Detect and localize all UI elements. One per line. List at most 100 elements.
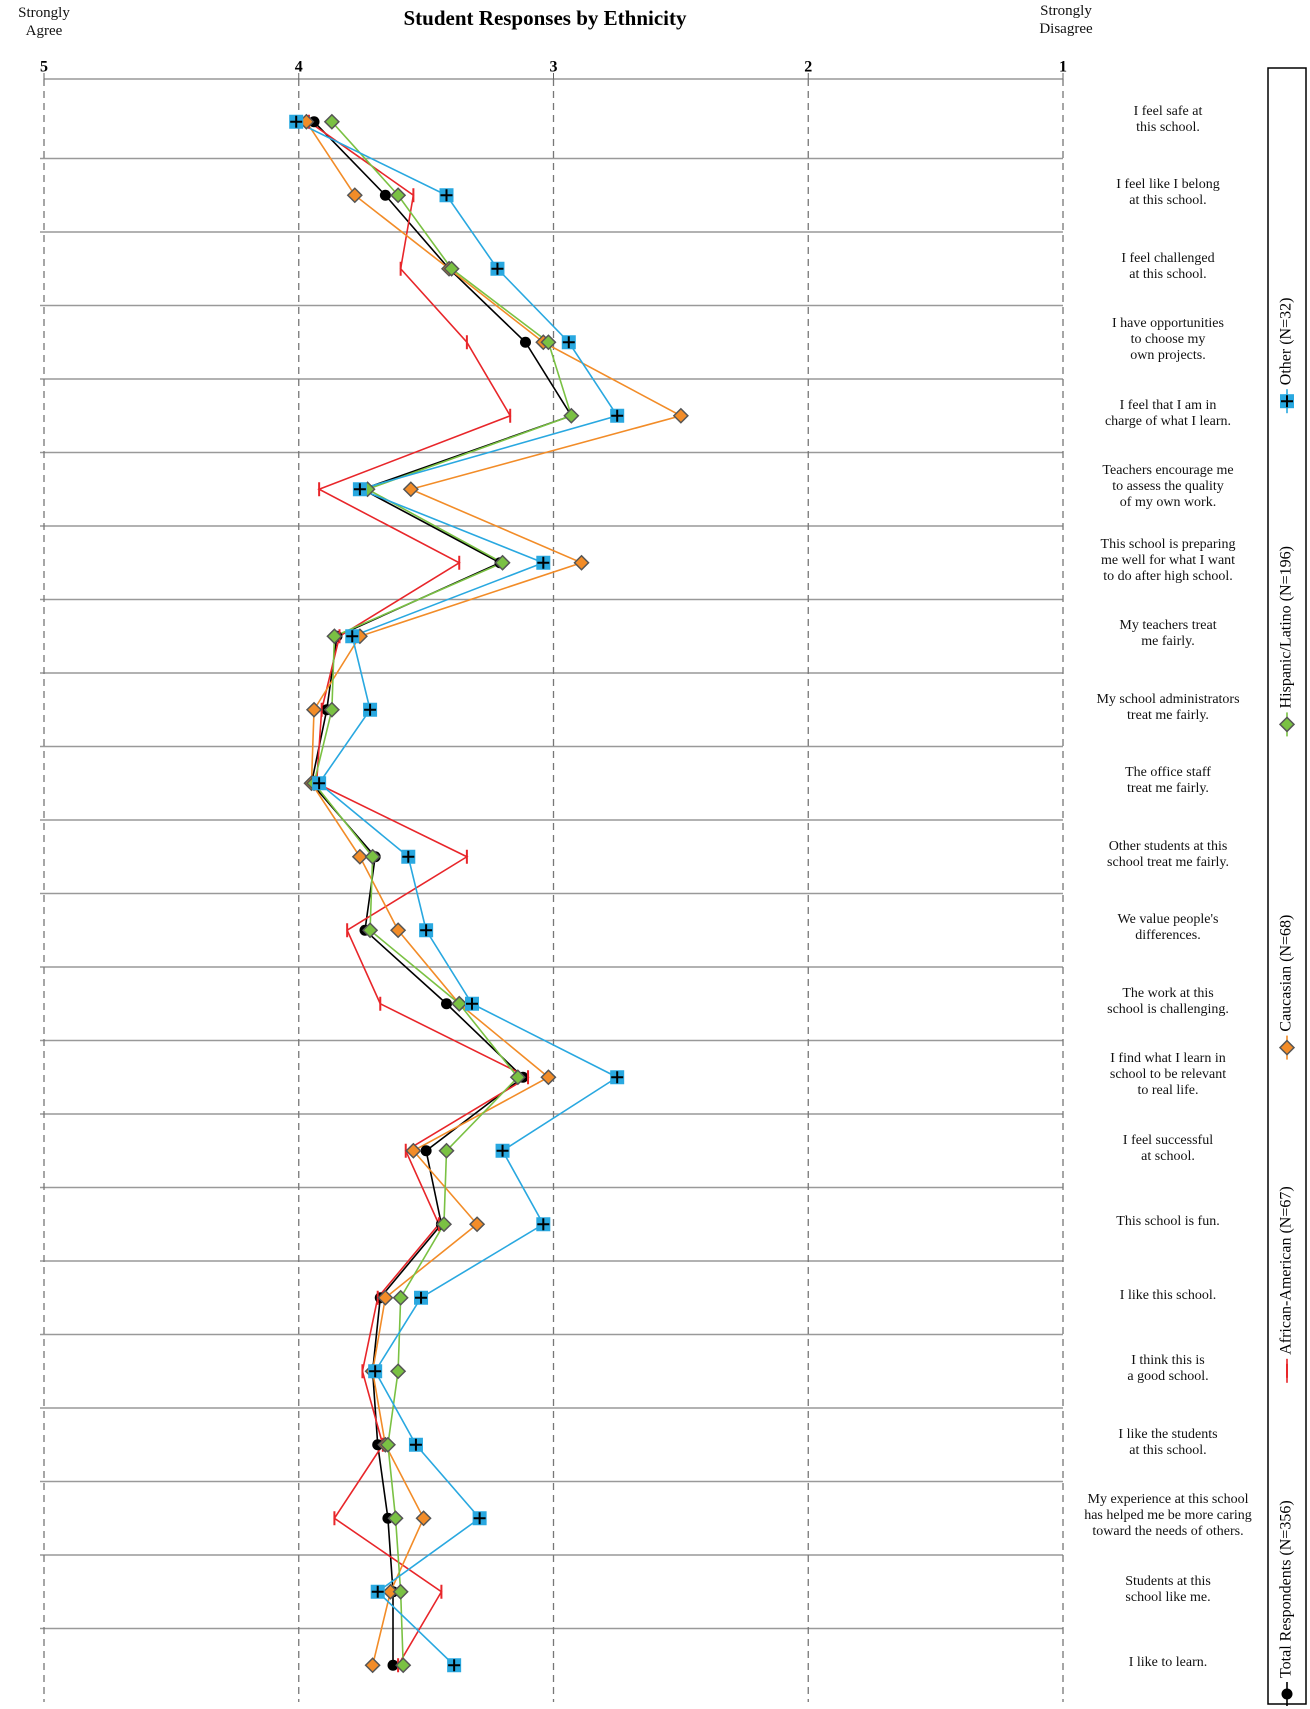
x-tick-label: 3	[550, 59, 558, 76]
data-point	[1278, 716, 1296, 733]
series-line	[313, 121, 573, 1666]
data-point	[419, 923, 434, 938]
marker-plus	[371, 1585, 384, 1598]
legend-item: Caucasian (N=68)	[1278, 915, 1296, 1060]
data-point	[379, 189, 391, 201]
category-label: I like to learn.	[1128, 1655, 1208, 1671]
category-label: I like the students at this school.	[1118, 1426, 1218, 1458]
data-point	[364, 848, 381, 865]
data-point	[464, 996, 479, 1011]
data-point	[390, 1363, 407, 1380]
marker-plus	[420, 924, 433, 937]
data-point	[672, 407, 689, 424]
marker-plus	[1281, 395, 1293, 408]
data-point	[323, 113, 340, 130]
data-point	[363, 702, 378, 717]
category-label: My teachers treat me fairly.	[1119, 618, 1217, 650]
category-label: This school is fun.	[1116, 1214, 1220, 1230]
data-point	[439, 188, 454, 203]
data-point	[345, 629, 360, 644]
category-label: I feel challenged at this school.	[1121, 250, 1215, 282]
data-point	[490, 261, 505, 276]
data-point	[392, 1583, 409, 1600]
left-annotation: Strongly Agree	[18, 5, 70, 39]
data-point	[312, 776, 327, 791]
data-point	[509, 1069, 526, 1086]
data-point	[573, 554, 590, 571]
series-line	[308, 121, 530, 1666]
marker-plus	[353, 483, 366, 496]
category-label: The office staff treat me fairly.	[1125, 765, 1211, 797]
data-point	[1280, 394, 1294, 409]
legend-label: African-American (N=67)	[1278, 1186, 1295, 1355]
data-point	[536, 555, 551, 570]
series-line	[295, 121, 619, 1666]
data-point	[390, 187, 407, 204]
data-point	[451, 995, 468, 1012]
category-label: Teachers encourage me to assess the qual…	[1102, 463, 1234, 511]
series-line	[305, 121, 684, 1666]
marker-plus	[537, 556, 550, 569]
marker-plus	[409, 1438, 422, 1451]
marker-plus	[537, 1218, 550, 1231]
data-point	[438, 1142, 455, 1159]
data-point	[346, 187, 363, 204]
data-point	[326, 628, 343, 645]
marker-plus	[415, 1291, 428, 1304]
marker-plus	[369, 1365, 382, 1378]
data-point	[1278, 1039, 1296, 1056]
data-point	[395, 1657, 412, 1674]
data-point	[401, 849, 416, 864]
category-label: We value people's differences.	[1117, 912, 1219, 944]
data-point	[441, 998, 453, 1010]
data-point	[563, 407, 580, 424]
marker-plus	[440, 189, 453, 202]
legend-item: Total Respondents (N=356)	[1278, 1500, 1295, 1706]
data-point	[323, 701, 340, 718]
marker-plus	[491, 262, 504, 275]
data-point	[610, 408, 625, 423]
category-label: Other students at this school treat me f…	[1107, 838, 1229, 870]
category-label: The work at this school is challenging.	[1107, 985, 1229, 1017]
series-line	[310, 121, 573, 1666]
marker-plus	[611, 409, 624, 422]
data-point	[435, 1216, 453, 1233]
x-tick-label: 5	[40, 59, 48, 76]
category-label: My school administrators treat me fairly…	[1096, 691, 1240, 723]
category-label: I think this is a good school.	[1127, 1353, 1209, 1385]
category-label: I feel safe at this school.	[1133, 103, 1203, 135]
marker-plus	[611, 1071, 624, 1084]
data-point	[405, 1142, 422, 1159]
data-point	[289, 114, 304, 129]
data-point	[519, 336, 531, 348]
data-point	[536, 1217, 551, 1232]
data-point	[408, 1437, 423, 1452]
legend-label: Hispanic/Latino (N=196)	[1278, 546, 1295, 708]
category-label: I like this school.	[1119, 1287, 1217, 1303]
marker-plus	[448, 1659, 461, 1672]
data-point	[469, 1216, 486, 1233]
category-label: I feel that I am in charge of what I lea…	[1104, 397, 1232, 429]
legend-item: Other (N=32)	[1278, 298, 1295, 414]
marker-plus	[346, 630, 359, 643]
data-point	[390, 922, 407, 939]
data-point	[379, 1436, 396, 1453]
data-point	[402, 481, 419, 498]
data-point	[494, 554, 511, 571]
marker-plus	[290, 115, 303, 128]
data-point	[305, 701, 323, 718]
marker-plus	[496, 1144, 509, 1157]
category-label: My experience at this school has helped …	[1084, 1492, 1252, 1540]
legend-label: Other (N=32)	[1278, 298, 1295, 386]
data-point	[387, 1510, 404, 1527]
marker-plus	[465, 997, 478, 1010]
category-label: I feel like I belong at this school.	[1116, 177, 1220, 209]
data-point	[495, 1143, 510, 1158]
marker-plus	[473, 1512, 486, 1525]
data-point	[472, 1511, 487, 1526]
legend-label: Total Respondents (N=356)	[1278, 1500, 1295, 1678]
legend-item: Hispanic/Latino (N=196)	[1278, 546, 1296, 737]
marker-plus	[313, 777, 326, 790]
data-point	[368, 1364, 383, 1379]
data-point	[443, 260, 460, 277]
